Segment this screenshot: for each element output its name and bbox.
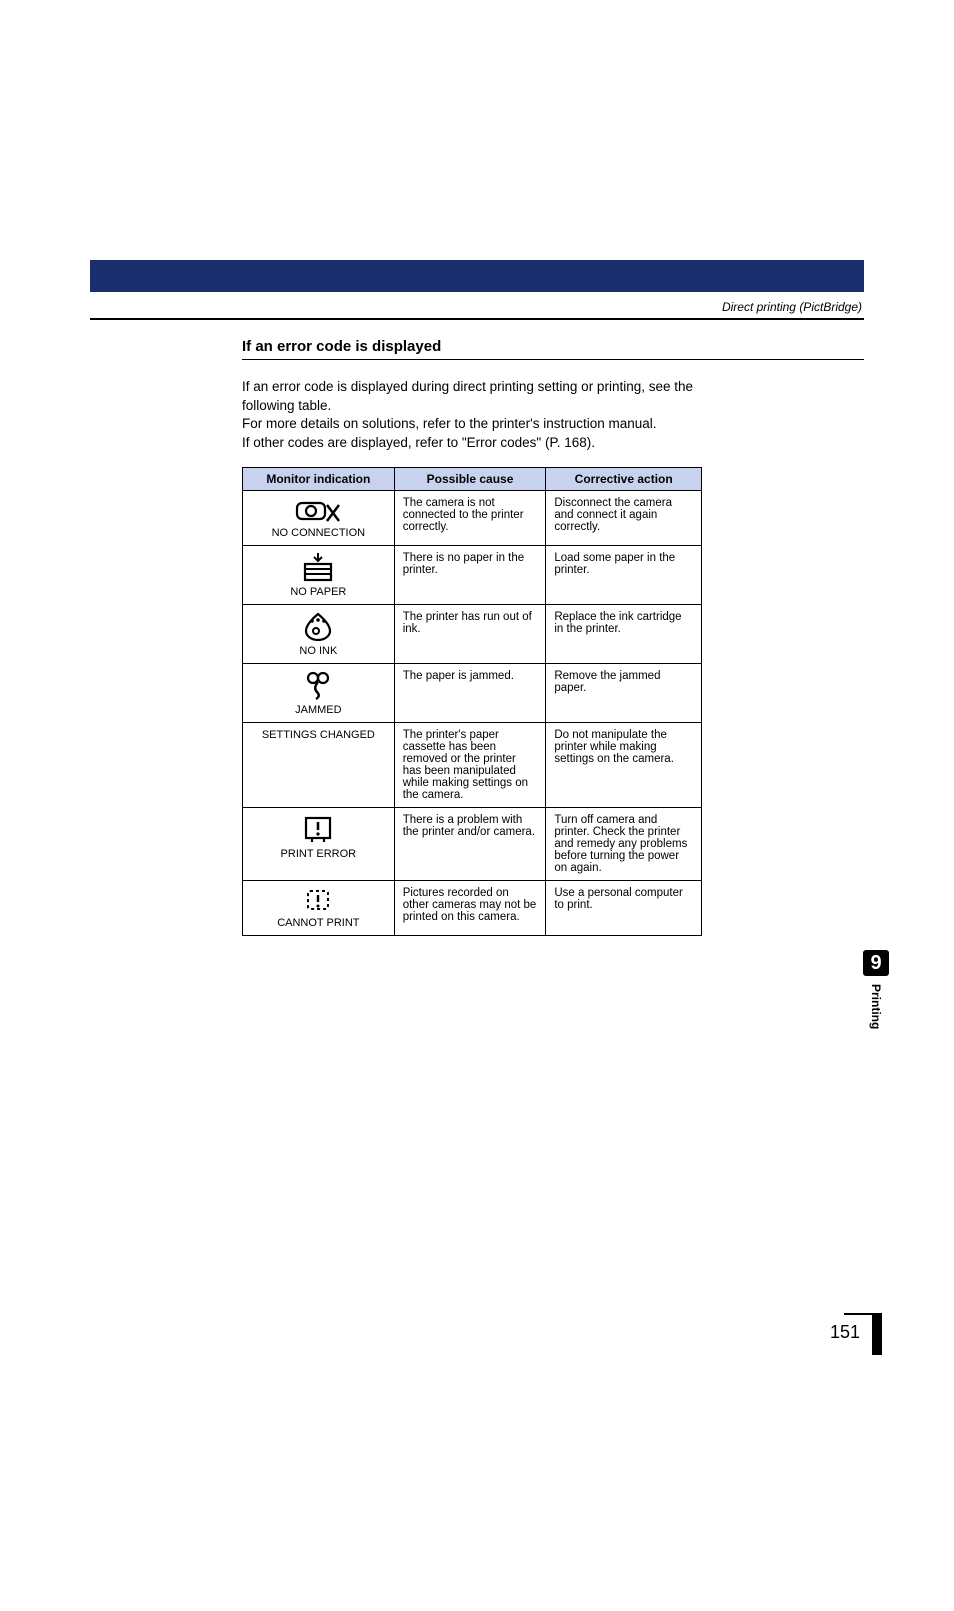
chapter-number: 9 (863, 950, 889, 976)
section-title: If an error code is displayed (242, 338, 864, 355)
cause-cell: There is no paper in the printer. (394, 545, 546, 604)
cause-cell: There is a problem with the printer and/… (394, 807, 546, 880)
caption: SETTINGS CHANGED (262, 729, 375, 741)
cause-cell: The printer has run out of ink. (394, 604, 546, 663)
intro-text: If an error code is displayed during dir… (242, 378, 722, 453)
page-number: 151 (830, 1322, 860, 1343)
caption: NO INK (299, 645, 337, 657)
print-error-icon (302, 814, 334, 844)
table-row: NO CONNECTION The camera is not connecte… (243, 490, 702, 545)
action-cell: Remove the jammed paper. (546, 663, 702, 722)
chapter-label: Printing (869, 984, 883, 1029)
intro-line: If other codes are displayed, refer to "… (242, 435, 595, 450)
cause-cell: Pictures recorded on other cameras may n… (394, 880, 546, 935)
action-cell: Disconnect the camera and connect it aga… (546, 490, 702, 545)
table-row: PRINT ERROR There is a problem with the … (243, 807, 702, 880)
table-row: JAMMED The paper is jammed. Remove the j… (243, 663, 702, 722)
table-row: NO INK The printer has run out of ink. R… (243, 604, 702, 663)
cannot-print-icon (304, 887, 332, 913)
caption: NO PAPER (290, 586, 346, 598)
no-ink-icon (301, 611, 335, 641)
caption: NO CONNECTION (272, 527, 366, 539)
header-accent-bar (90, 260, 864, 292)
header-rule (90, 318, 864, 320)
intro-line: For more details on solutions, refer to … (242, 416, 657, 431)
breadcrumb: Direct printing (PictBridge) (0, 300, 862, 314)
no-paper-icon (301, 552, 335, 582)
action-cell: Replace the ink cartridge in the printer… (546, 604, 702, 663)
cause-cell: The paper is jammed. (394, 663, 546, 722)
action-cell: Load some paper in the printer. (546, 545, 702, 604)
col-monitor: Monitor indication (243, 467, 395, 490)
jammed-icon (303, 670, 333, 700)
section-rule (242, 359, 864, 360)
chapter-tab: 9 Printing (862, 950, 890, 1029)
caption: PRINT ERROR (281, 848, 357, 860)
table-row: CANNOT PRINT Pictures recorded on other … (243, 880, 702, 935)
no-connection-icon (295, 497, 341, 523)
table-row: NO PAPER There is no paper in the printe… (243, 545, 702, 604)
error-code-table: Monitor indication Possible cause Correc… (242, 467, 702, 936)
cause-cell: The printer's paper cassette has been re… (394, 722, 546, 807)
page-edge-mark (872, 1313, 882, 1355)
intro-line: If an error code is displayed during dir… (242, 379, 693, 413)
action-cell: Turn off camera and printer. Check the p… (546, 807, 702, 880)
caption: JAMMED (295, 704, 341, 716)
col-cause: Possible cause (394, 467, 546, 490)
caption: CANNOT PRINT (277, 917, 359, 929)
cause-cell: The camera is not connected to the print… (394, 490, 546, 545)
action-cell: Do not manipulate the printer while maki… (546, 722, 702, 807)
page-content: If an error code is displayed If an erro… (242, 338, 864, 936)
col-action: Corrective action (546, 467, 702, 490)
table-row: SETTINGS CHANGED The printer's paper cas… (243, 722, 702, 807)
action-cell: Use a personal computer to print. (546, 880, 702, 935)
